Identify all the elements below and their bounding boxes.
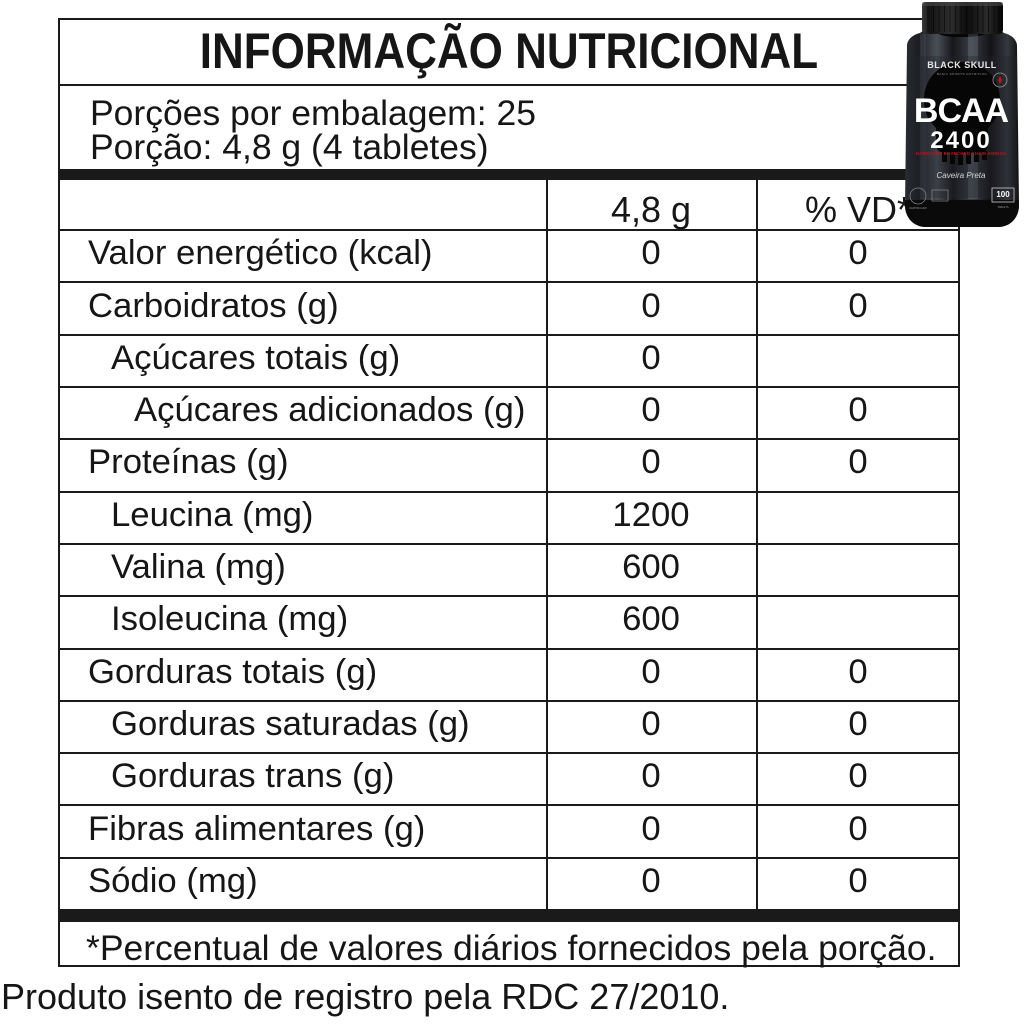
- svg-text:CERTIFICADO: CERTIFICADO: [909, 206, 927, 210]
- svg-text:TABLETS: TABLETS: [997, 205, 1009, 209]
- svg-text:BLACK SKULL: BLACK SKULL: [927, 60, 997, 70]
- svg-text:BCAA: BCAA: [914, 92, 1009, 130]
- svg-text:Caveira Preta: Caveira Preta: [937, 171, 986, 180]
- svg-text:HARDCORE BRANCHED CHAIN AMINOS: HARDCORE BRANCHED CHAIN AMINOS: [916, 151, 1007, 156]
- svg-text:BASIC SPORTS NUTRITION: BASIC SPORTS NUTRITION: [937, 72, 987, 76]
- svg-text:100: 100: [996, 190, 1010, 199]
- svg-text:2400: 2400: [930, 127, 991, 154]
